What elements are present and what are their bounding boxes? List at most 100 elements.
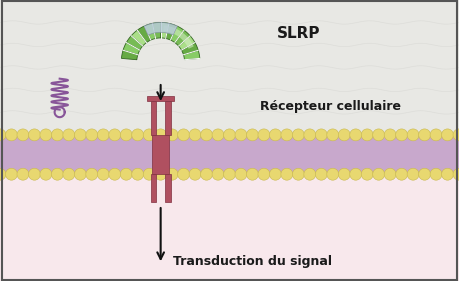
Ellipse shape	[74, 168, 86, 180]
Ellipse shape	[269, 168, 281, 180]
Ellipse shape	[373, 168, 385, 180]
Ellipse shape	[120, 129, 132, 141]
Polygon shape	[147, 96, 174, 101]
Ellipse shape	[281, 129, 293, 141]
Ellipse shape	[17, 168, 29, 180]
Ellipse shape	[419, 129, 431, 141]
Ellipse shape	[396, 168, 408, 180]
Ellipse shape	[246, 129, 258, 141]
Ellipse shape	[0, 168, 6, 180]
Ellipse shape	[258, 168, 270, 180]
Ellipse shape	[350, 168, 362, 180]
Ellipse shape	[407, 129, 419, 141]
Ellipse shape	[40, 168, 52, 180]
Ellipse shape	[189, 168, 201, 180]
Ellipse shape	[28, 129, 40, 141]
Ellipse shape	[166, 129, 178, 141]
Polygon shape	[0, 174, 459, 281]
Ellipse shape	[292, 168, 304, 180]
Ellipse shape	[97, 129, 109, 141]
Polygon shape	[151, 101, 156, 135]
Ellipse shape	[189, 129, 201, 141]
Ellipse shape	[384, 129, 396, 141]
Ellipse shape	[86, 129, 98, 141]
Polygon shape	[122, 50, 138, 60]
Ellipse shape	[361, 168, 373, 180]
Polygon shape	[161, 22, 169, 38]
Ellipse shape	[143, 168, 155, 180]
Ellipse shape	[292, 129, 304, 141]
Ellipse shape	[109, 168, 121, 180]
Ellipse shape	[338, 168, 350, 180]
Ellipse shape	[407, 168, 419, 180]
Ellipse shape	[132, 168, 144, 180]
Ellipse shape	[453, 168, 459, 180]
Ellipse shape	[442, 129, 453, 141]
Ellipse shape	[109, 129, 121, 141]
Polygon shape	[151, 174, 156, 202]
Ellipse shape	[338, 129, 350, 141]
Ellipse shape	[224, 168, 235, 180]
Ellipse shape	[327, 168, 339, 180]
Ellipse shape	[235, 129, 247, 141]
Polygon shape	[152, 135, 169, 174]
Polygon shape	[145, 23, 156, 40]
Ellipse shape	[155, 129, 167, 141]
Ellipse shape	[212, 168, 224, 180]
Polygon shape	[165, 174, 171, 202]
Ellipse shape	[304, 168, 316, 180]
Ellipse shape	[51, 129, 63, 141]
Ellipse shape	[201, 129, 213, 141]
Ellipse shape	[201, 168, 213, 180]
Ellipse shape	[132, 129, 144, 141]
Ellipse shape	[143, 129, 155, 141]
Ellipse shape	[419, 168, 431, 180]
Ellipse shape	[97, 168, 109, 180]
Ellipse shape	[17, 129, 29, 141]
Polygon shape	[144, 22, 177, 35]
Ellipse shape	[269, 129, 281, 141]
Ellipse shape	[442, 168, 453, 180]
Polygon shape	[0, 0, 459, 135]
Ellipse shape	[178, 129, 190, 141]
Ellipse shape	[212, 129, 224, 141]
Polygon shape	[175, 30, 190, 46]
Polygon shape	[184, 50, 200, 60]
Ellipse shape	[28, 168, 40, 180]
Ellipse shape	[74, 129, 86, 141]
Ellipse shape	[304, 129, 316, 141]
Polygon shape	[126, 36, 143, 50]
Ellipse shape	[281, 168, 293, 180]
Ellipse shape	[430, 168, 442, 180]
Ellipse shape	[6, 168, 17, 180]
Ellipse shape	[430, 129, 442, 141]
Ellipse shape	[0, 129, 6, 141]
Ellipse shape	[155, 168, 167, 180]
Ellipse shape	[258, 129, 270, 141]
Polygon shape	[163, 25, 194, 49]
Ellipse shape	[350, 129, 362, 141]
Polygon shape	[131, 30, 146, 46]
Ellipse shape	[63, 129, 75, 141]
Polygon shape	[152, 22, 161, 38]
Ellipse shape	[40, 129, 52, 141]
Text: SLRP: SLRP	[277, 26, 320, 41]
Polygon shape	[179, 36, 195, 50]
Ellipse shape	[224, 129, 235, 141]
Ellipse shape	[86, 168, 98, 180]
Polygon shape	[181, 43, 198, 55]
Polygon shape	[166, 23, 177, 40]
Polygon shape	[165, 101, 171, 135]
Ellipse shape	[315, 168, 327, 180]
Ellipse shape	[166, 168, 178, 180]
Ellipse shape	[235, 168, 247, 180]
Ellipse shape	[246, 168, 258, 180]
Ellipse shape	[178, 168, 190, 180]
Text: Récepteur cellulaire: Récepteur cellulaire	[260, 100, 401, 113]
Ellipse shape	[315, 129, 327, 141]
Polygon shape	[123, 43, 140, 55]
Ellipse shape	[453, 129, 459, 141]
Polygon shape	[0, 135, 459, 174]
Ellipse shape	[120, 168, 132, 180]
Ellipse shape	[63, 168, 75, 180]
